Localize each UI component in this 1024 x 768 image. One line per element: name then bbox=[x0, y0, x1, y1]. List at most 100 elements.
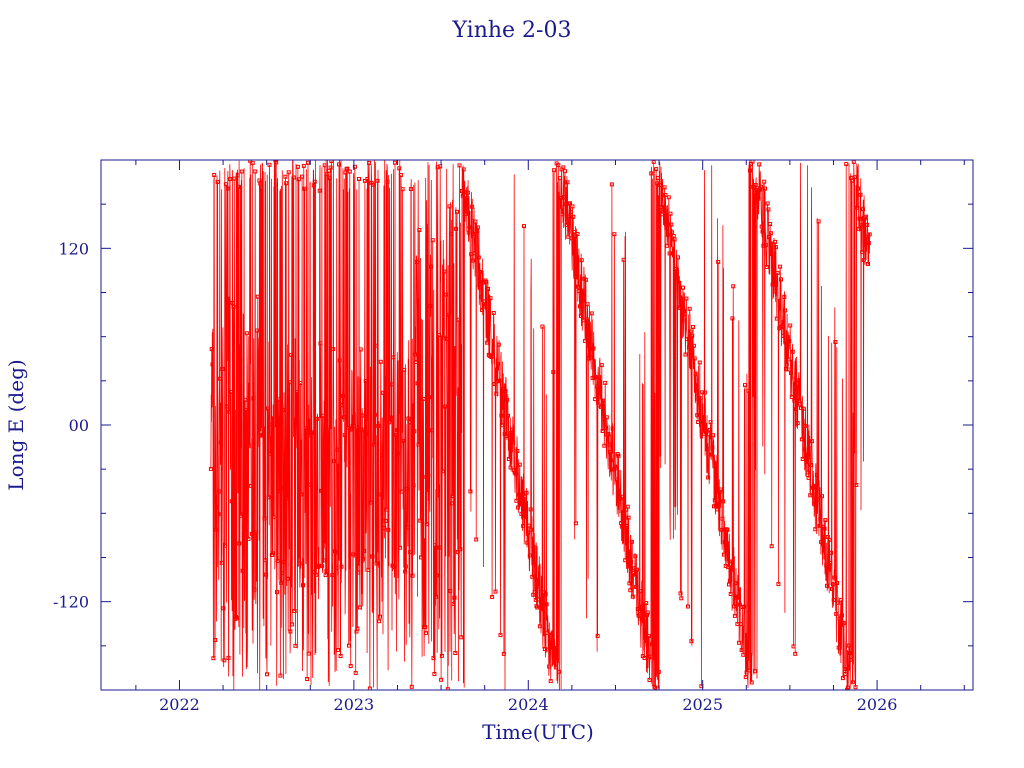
data-point bbox=[444, 292, 449, 297]
data-point bbox=[337, 358, 342, 363]
data-point bbox=[429, 264, 433, 269]
data-point bbox=[474, 537, 479, 542]
data-point bbox=[308, 482, 313, 487]
data-point bbox=[470, 258, 475, 263]
data-point bbox=[319, 488, 324, 493]
data-point bbox=[398, 173, 403, 177]
data-point bbox=[229, 499, 234, 504]
data-point bbox=[708, 420, 713, 425]
data-point bbox=[591, 346, 596, 351]
x-tick-label: 2024 bbox=[508, 695, 549, 714]
data-point bbox=[223, 543, 228, 548]
data-point bbox=[466, 230, 471, 235]
data-point bbox=[727, 582, 731, 587]
data-point bbox=[781, 334, 786, 338]
data-point bbox=[358, 347, 363, 352]
data-point bbox=[547, 637, 552, 642]
data-point bbox=[784, 362, 789, 367]
data-point bbox=[726, 565, 731, 570]
data-point bbox=[473, 219, 478, 224]
data-point bbox=[606, 432, 611, 437]
data-point bbox=[396, 451, 401, 456]
data-point bbox=[322, 163, 327, 168]
data-point bbox=[300, 174, 305, 179]
data-point bbox=[330, 573, 335, 578]
data-point bbox=[828, 561, 833, 565]
data-point bbox=[843, 672, 848, 676]
data-point bbox=[709, 452, 714, 457]
data-point bbox=[785, 367, 790, 372]
data-point bbox=[291, 156, 294, 159]
data-point bbox=[240, 568, 245, 573]
data-point bbox=[642, 656, 647, 660]
data-point bbox=[803, 423, 808, 428]
data-point bbox=[749, 680, 754, 685]
data-point bbox=[291, 175, 296, 180]
data-point bbox=[408, 550, 413, 555]
data-point bbox=[280, 408, 285, 412]
data-point bbox=[356, 570, 361, 575]
data-point bbox=[465, 190, 470, 195]
data-point bbox=[791, 644, 796, 649]
data-point bbox=[285, 576, 290, 581]
data-point bbox=[624, 524, 629, 528]
data-point bbox=[758, 184, 763, 189]
data-point bbox=[355, 626, 360, 631]
data-point bbox=[789, 371, 793, 375]
data-point bbox=[720, 516, 725, 521]
data-point bbox=[552, 646, 557, 651]
data-point bbox=[779, 277, 783, 282]
data-point bbox=[830, 582, 835, 587]
data-point bbox=[331, 347, 336, 352]
data-point bbox=[725, 527, 730, 532]
data-point bbox=[764, 264, 769, 269]
data-point bbox=[370, 554, 375, 559]
data-point bbox=[402, 367, 407, 372]
data-point bbox=[826, 567, 831, 572]
data-point bbox=[221, 606, 226, 611]
data-point bbox=[245, 431, 250, 436]
data-point bbox=[439, 653, 444, 658]
data-point bbox=[818, 517, 823, 522]
data-point bbox=[457, 163, 462, 168]
data-point bbox=[595, 633, 600, 638]
data-point bbox=[661, 207, 666, 212]
data-point bbox=[521, 523, 526, 528]
data-point bbox=[727, 578, 732, 583]
data-point bbox=[643, 624, 648, 629]
data-point bbox=[694, 384, 699, 389]
data-point bbox=[208, 466, 213, 471]
data-point bbox=[604, 425, 608, 430]
x-tick-label: 2023 bbox=[334, 695, 375, 714]
data-point bbox=[583, 277, 588, 282]
data-point bbox=[861, 258, 866, 263]
data-point bbox=[788, 323, 793, 328]
data-point bbox=[458, 547, 463, 552]
data-point bbox=[860, 250, 865, 255]
data-point bbox=[470, 204, 475, 209]
data-point bbox=[263, 558, 268, 563]
data-point bbox=[299, 492, 304, 497]
data-point bbox=[420, 474, 425, 479]
data-point bbox=[478, 270, 483, 274]
data-point bbox=[493, 589, 498, 594]
data-point bbox=[696, 420, 701, 424]
data-point bbox=[341, 394, 346, 398]
data-point bbox=[364, 431, 369, 436]
data-point bbox=[247, 443, 252, 448]
data-point bbox=[413, 352, 418, 357]
data-point bbox=[409, 684, 414, 689]
data-point bbox=[844, 162, 849, 166]
data-point bbox=[717, 489, 722, 494]
data-point bbox=[855, 205, 860, 210]
data-point bbox=[301, 583, 305, 588]
data-point bbox=[246, 536, 251, 541]
data-point bbox=[505, 397, 510, 402]
data-point bbox=[248, 160, 253, 163]
data-point bbox=[767, 235, 772, 240]
data-point bbox=[488, 296, 493, 301]
data-point bbox=[835, 581, 839, 585]
data-point bbox=[825, 583, 829, 588]
data-point bbox=[552, 168, 557, 173]
data-point bbox=[568, 201, 572, 206]
